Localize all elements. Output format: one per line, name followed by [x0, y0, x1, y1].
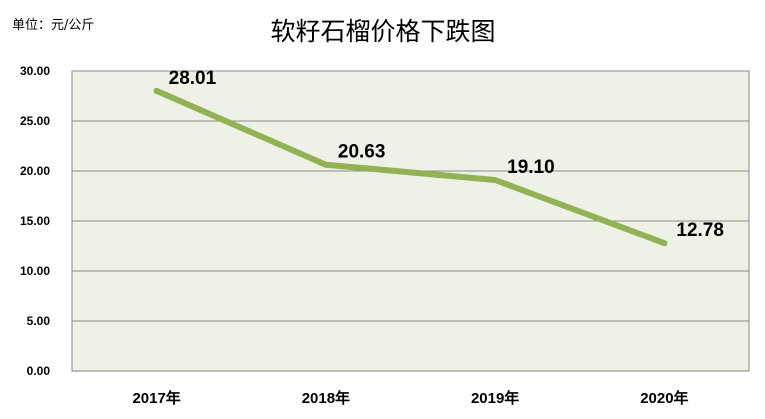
x-tick-label: 2020年 — [640, 389, 688, 407]
series-layer — [153, 87, 668, 247]
x-tick-label: 2017年 — [132, 389, 180, 407]
unit-label: 单位：元/公斤 — [12, 18, 94, 33]
y-tick-label: 0.00 — [27, 364, 51, 378]
y-tick-label: 20.00 — [20, 164, 50, 178]
y-tick-label: 5.00 — [27, 314, 51, 328]
data-labels: 28.01 20.63 19.10 12.78 — [169, 68, 724, 241]
x-tick-label: 2018年 — [302, 389, 350, 407]
y-tick-label: 10.00 — [20, 264, 50, 278]
data-label: 19.10 — [507, 157, 555, 178]
y-tick-label: 15.00 — [20, 214, 50, 228]
data-label: 12.78 — [676, 220, 724, 241]
data-label: 20.63 — [338, 142, 386, 163]
data-label: 28.01 — [169, 68, 217, 89]
y-axis: 0.00 5.00 10.00 15.00 20.00 25.00 30.00 — [20, 64, 50, 378]
data-point — [492, 177, 499, 183]
data-point — [153, 87, 160, 94]
x-tick-label: 2019年 — [471, 389, 519, 407]
series-line — [153, 87, 668, 247]
y-tick-label: 30.00 — [20, 64, 50, 78]
data-point — [661, 240, 668, 247]
x-axis: 2017年 2018年 2019年 2020年 — [72, 370, 749, 407]
data-point — [322, 161, 329, 168]
chart-title: 软籽石榴价格下跌图 — [270, 17, 495, 46]
y-tick-label: 25.00 — [20, 114, 50, 128]
